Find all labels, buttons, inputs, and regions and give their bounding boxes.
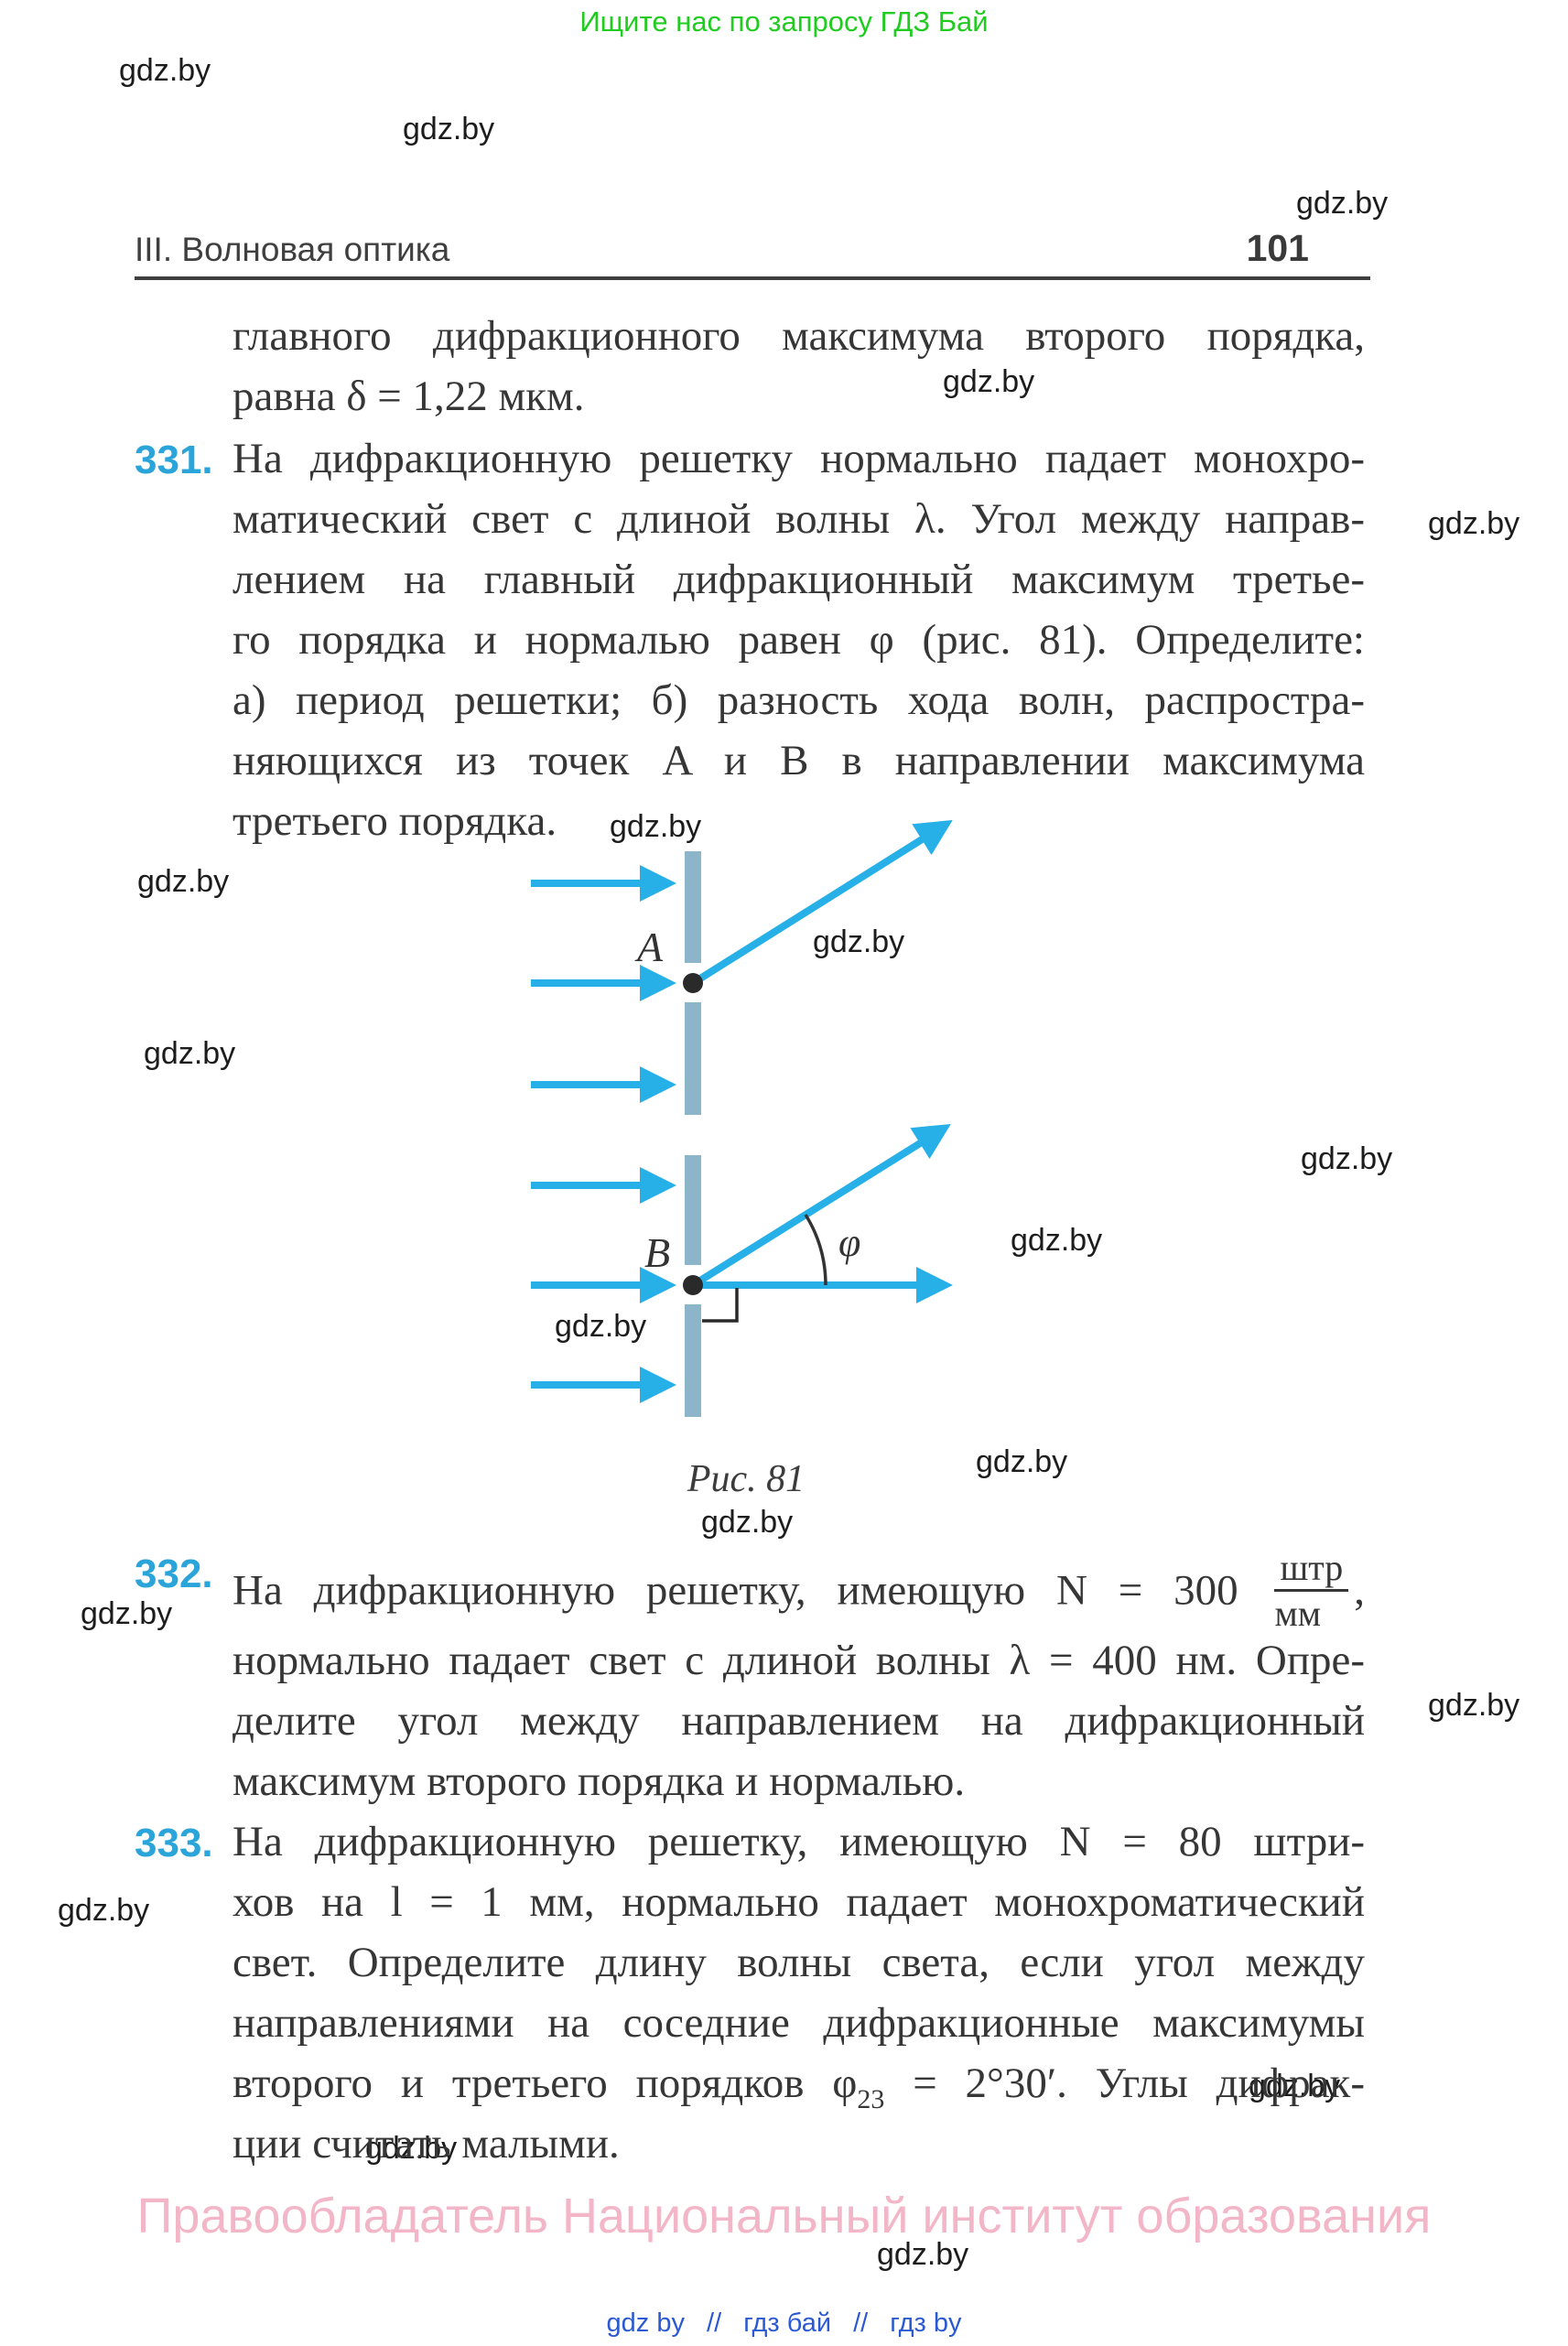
problem-332-line: делите угол между направлением на дифрак… xyxy=(232,1697,1365,1745)
problem-331-line: третьего порядка. xyxy=(232,797,557,845)
diffraction-grating-figure xyxy=(531,819,953,1417)
watermark-gdz: gdz.by xyxy=(403,112,495,146)
problem-333-line: хов на l = 1 мм, нормально падает монохр… xyxy=(232,1878,1365,1926)
figure-caption: Рис. 81 xyxy=(687,1458,806,1500)
problem-333-line: свет. Определите длину волны света, если… xyxy=(232,1939,1365,1986)
problem-331-number: 331. xyxy=(135,438,213,482)
footer-link-gdz-bai[interactable]: гдз бай xyxy=(743,2308,832,2338)
problem-331-line: На дифракционную решетку нормально падае… xyxy=(232,435,1365,482)
intro-line: главного дифракционного максимума второг… xyxy=(232,312,1365,360)
watermark-gdz: gdz.by xyxy=(1428,1688,1520,1723)
watermark-gdz: gdz.by xyxy=(1301,1141,1393,1176)
problem-332-number: 332. xyxy=(135,1551,213,1596)
copyright-notice: Правообладатель Национальный институт об… xyxy=(136,2189,1432,2243)
watermark-gdz: gdz.by xyxy=(81,1596,173,1631)
slit-point-A xyxy=(683,973,703,993)
watermark-gdz: gdz.by xyxy=(58,1893,150,1928)
problem-331-line: матический свет с длиной волны λ. Угол м… xyxy=(232,495,1365,543)
watermark-gdz: gdz.by xyxy=(701,1505,794,1540)
problem-331-line: а) период решетки; б) разность хода волн… xyxy=(232,676,1365,724)
footer-link-separator: // xyxy=(853,2308,869,2338)
watermark-gdz: gdz.by xyxy=(976,1444,1068,1479)
watermark-gdz: gdz.by xyxy=(1296,186,1389,221)
problem-333-line: второго и третьего порядков φ23 = 2°30′.… xyxy=(232,2062,1365,2114)
footer-link-gdz-by-ru[interactable]: гдз by xyxy=(890,2308,962,2338)
slit-point-B xyxy=(683,1275,703,1295)
watermark-gdz: gdz.by xyxy=(137,864,230,899)
phi-23-subscript: 23 xyxy=(857,2084,885,2114)
intro-line: равна δ = 1,22 мкм. xyxy=(232,373,585,420)
problem-333-line: ции считать малыми. xyxy=(232,2120,620,2168)
grating-segment xyxy=(685,1304,701,1417)
problem-333-line5-tail: = 2°30′. Углы дифрак- xyxy=(884,2060,1365,2107)
right-angle-mark xyxy=(702,1288,739,1323)
angle-arc xyxy=(804,1214,827,1286)
page-number: 101 xyxy=(1246,227,1309,269)
footer-links: gdz by // гдз бай // гдз by xyxy=(0,2308,1568,2339)
problem-332-line: На дифракционную решетку, имеющую N = 30… xyxy=(232,1548,1366,1637)
problem-333-number: 333. xyxy=(135,1821,213,1865)
problem-331-line: няющихся из точек A и B в направлении ма… xyxy=(232,737,1365,784)
strokes-per-mm-fraction: штр мм xyxy=(1274,1548,1349,1635)
problem-331-line: лением на главный дифракционный максимум… xyxy=(232,556,1365,603)
problem-332-line1-comma: , xyxy=(1354,1566,1366,1615)
problem-333-line5-text: второго и третьего порядков φ xyxy=(232,2060,858,2107)
watermark-gdz: gdz.by xyxy=(943,364,1035,399)
watermark-gdz: gdz.by xyxy=(877,2237,969,2272)
grating-segment xyxy=(685,1155,701,1265)
fraction-denominator: мм xyxy=(1274,1593,1322,1635)
top-banner-link[interactable]: Ищите нас по запросу ГДЗ Бай xyxy=(579,5,989,38)
point-B-label: B xyxy=(644,1229,671,1276)
footer-link-separator: // xyxy=(707,2308,722,2338)
problem-333-line: направлениями на соседние дифракционные … xyxy=(232,1999,1365,2047)
grating-segment xyxy=(685,1002,701,1115)
problem-333-line: На дифракционную решетку, имеющую N = 80… xyxy=(232,1818,1365,1865)
point-A-label: A xyxy=(637,924,664,970)
header-rule xyxy=(135,276,1370,280)
diffracted-ray-B xyxy=(690,1123,951,1289)
watermark-gdz: gdz.by xyxy=(555,1309,647,1344)
grating-segment xyxy=(685,851,701,963)
problem-332-line: нормально падает свет с длиной волны λ =… xyxy=(232,1637,1365,1684)
watermark-gdz: gdz.by xyxy=(1428,506,1520,541)
watermark-gdz: gdz.by xyxy=(1249,2069,1341,2103)
fraction-numerator: штр xyxy=(1274,1548,1349,1593)
problem-331-line: го порядка и нормалью равен φ (рис. 81).… xyxy=(232,616,1365,664)
phi-angle-label: φ xyxy=(838,1220,861,1265)
watermark-gdz: gdz.by xyxy=(365,2131,458,2166)
diffracted-ray-A xyxy=(690,819,953,987)
problem-332-line: максимум второго порядка и нормалью. xyxy=(232,1757,966,1805)
problem-332-line1-text: На дифракционную решетку, имеющую N = 30… xyxy=(232,1566,1238,1615)
watermark-gdz: gdz.by xyxy=(610,809,702,844)
watermark-gdz: gdz.by xyxy=(119,53,211,88)
footer-link-gdz-by[interactable]: gdz by xyxy=(606,2308,685,2338)
watermark-gdz: gdz.by xyxy=(1011,1223,1103,1258)
watermark-gdz: gdz.by xyxy=(144,1036,236,1071)
chapter-title: III. Волновая оптика xyxy=(135,231,450,268)
watermark-gdz: gdz.by xyxy=(813,924,905,959)
